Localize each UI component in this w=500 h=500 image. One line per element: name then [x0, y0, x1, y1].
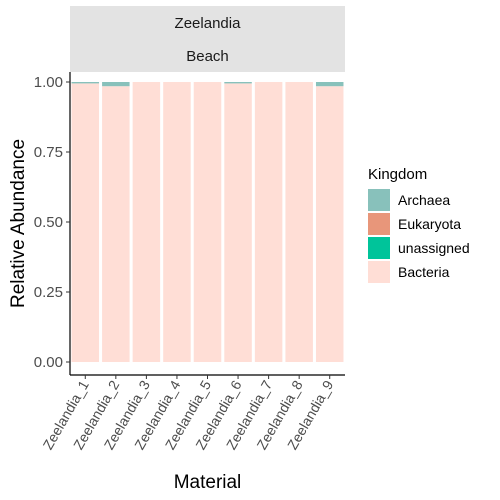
bar-bacteria-zeelandia_5 [194, 82, 222, 362]
bar-bacteria-zeelandia_1 [72, 83, 100, 362]
y-axis-title: Relative Abundance [8, 139, 29, 308]
legend-swatch-unassigned [368, 237, 390, 259]
legend-swatch-eukaryota [368, 213, 390, 235]
x-axis-title: Material [174, 472, 242, 493]
bar-archaea-zeelandia_6 [224, 82, 252, 83]
bar-bacteria-zeelandia_3 [133, 82, 161, 362]
facet-strip-label-2: Beach [186, 48, 229, 65]
y-tick-label: 0.00 [34, 354, 63, 371]
legend-label-bacteria: Bacteria [398, 264, 450, 280]
legend-label-unassigned: unassigned [398, 240, 470, 256]
y-tick-label: 1.00 [34, 74, 63, 91]
bar-archaea-zeelandia_2 [102, 82, 130, 86]
y-tick-label: 0.75 [34, 144, 63, 161]
bar-bacteria-zeelandia_7 [255, 82, 283, 362]
bar-bacteria-zeelandia_4 [163, 82, 191, 362]
legend-swatch-bacteria [368, 261, 390, 283]
legend-label-eukaryota: Eukaryota [398, 216, 461, 232]
bar-bacteria-zeelandia_8 [285, 82, 313, 362]
bar-archaea-zeelandia_9 [316, 82, 344, 86]
legend-title: Kingdom [368, 166, 427, 183]
y-tick-label: 0.50 [34, 214, 63, 231]
bar-bacteria-zeelandia_9 [316, 86, 344, 362]
bar-bacteria-zeelandia_6 [224, 83, 252, 362]
legend-swatch-archaea [368, 189, 390, 211]
bar-bacteria-zeelandia_2 [102, 86, 130, 362]
y-tick-label: 0.25 [34, 284, 63, 301]
bar-archaea-zeelandia_1 [72, 82, 100, 83]
facet-strip-label-1: Zeelandia [175, 15, 242, 32]
legend-label-archaea: Archaea [398, 192, 450, 208]
